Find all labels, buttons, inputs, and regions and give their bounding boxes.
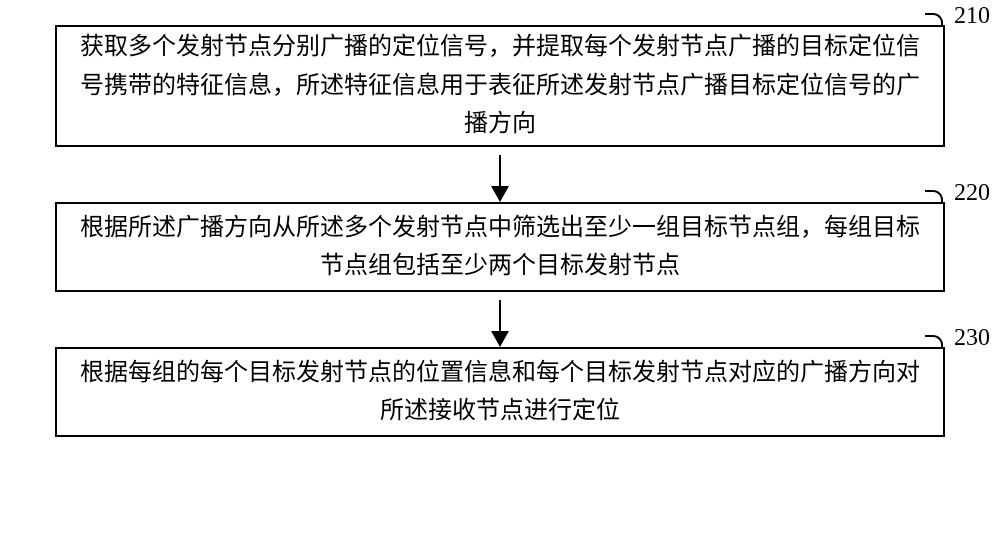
step-text-1: 获取多个发射节点分别广播的定位信号，并提取每个发射节点广播的目标定位信号携带的特…: [77, 28, 923, 143]
step-wrapper-2: 220 根据所述广播方向从所述多个发射节点中筛选出至少一组目标节点组，每组目标节…: [55, 202, 945, 292]
flowchart-container: 210 获取多个发射节点分别广播的定位信号，并提取每个发射节点广播的目标定位信号…: [55, 25, 945, 437]
step-label-3: 230: [954, 325, 990, 352]
step-label-1: 210: [954, 3, 990, 30]
step-text-2: 根据所述广播方向从所述多个发射节点中筛选出至少一组目标节点组，每组目标节点组包括…: [77, 209, 923, 286]
arrow-head-1: [491, 186, 509, 202]
step-text-3: 根据每组的每个目标发射节点的位置信息和每个目标发射节点对应的广播方向对所述接收节…: [77, 354, 923, 431]
arrow-1: [55, 147, 945, 202]
step-box-3: 根据每组的每个目标发射节点的位置信息和每个目标发射节点对应的广播方向对所述接收节…: [55, 347, 945, 437]
step-box-2: 根据所述广播方向从所述多个发射节点中筛选出至少一组目标节点组，每组目标节点组包括…: [55, 202, 945, 292]
step-wrapper-1: 210 获取多个发射节点分别广播的定位信号，并提取每个发射节点广播的目标定位信号…: [55, 25, 945, 147]
arrow-head-2: [491, 331, 509, 347]
step-label-2: 220: [954, 180, 990, 207]
step-box-1: 获取多个发射节点分别广播的定位信号，并提取每个发射节点广播的目标定位信号携带的特…: [55, 25, 945, 147]
step-wrapper-3: 230 根据每组的每个目标发射节点的位置信息和每个目标发射节点对应的广播方向对所…: [55, 347, 945, 437]
arrow-2: [55, 292, 945, 347]
